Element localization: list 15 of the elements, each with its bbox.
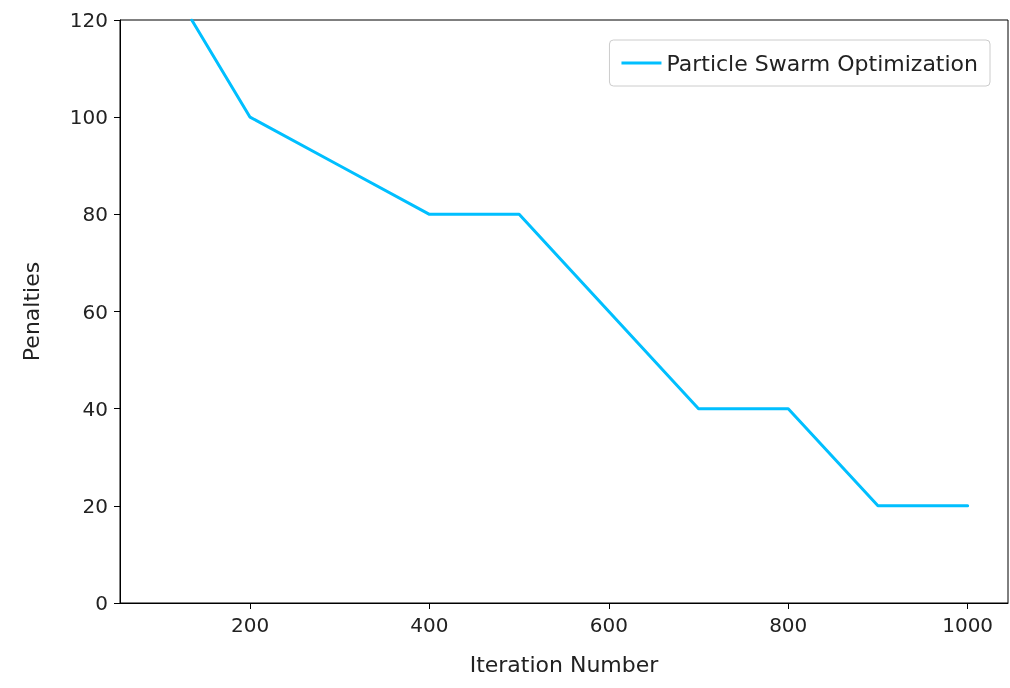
y-tick-label: 40 <box>82 396 108 421</box>
x-tick-label: 400 <box>410 613 449 637</box>
legend-label: Particle Swarm Optimization <box>666 50 979 76</box>
y-tick-label: 120 <box>69 8 108 32</box>
x-tick-label: 1000 <box>942 613 994 637</box>
x-tick-label: 800 <box>769 613 808 637</box>
y-tick-label: 60 <box>82 299 108 324</box>
x-axis-title: Iteration Number <box>469 651 660 677</box>
y-tick-label: 20 <box>82 493 108 518</box>
y-tick-label: 100 <box>69 105 108 130</box>
x-tick-label: 200 <box>230 613 270 637</box>
y-tick-label: 0 <box>95 591 108 615</box>
y-tick-label: 80 <box>82 202 108 227</box>
x-tick-label: 600 <box>589 613 628 637</box>
y-axis-title: Penalties <box>18 261 44 362</box>
